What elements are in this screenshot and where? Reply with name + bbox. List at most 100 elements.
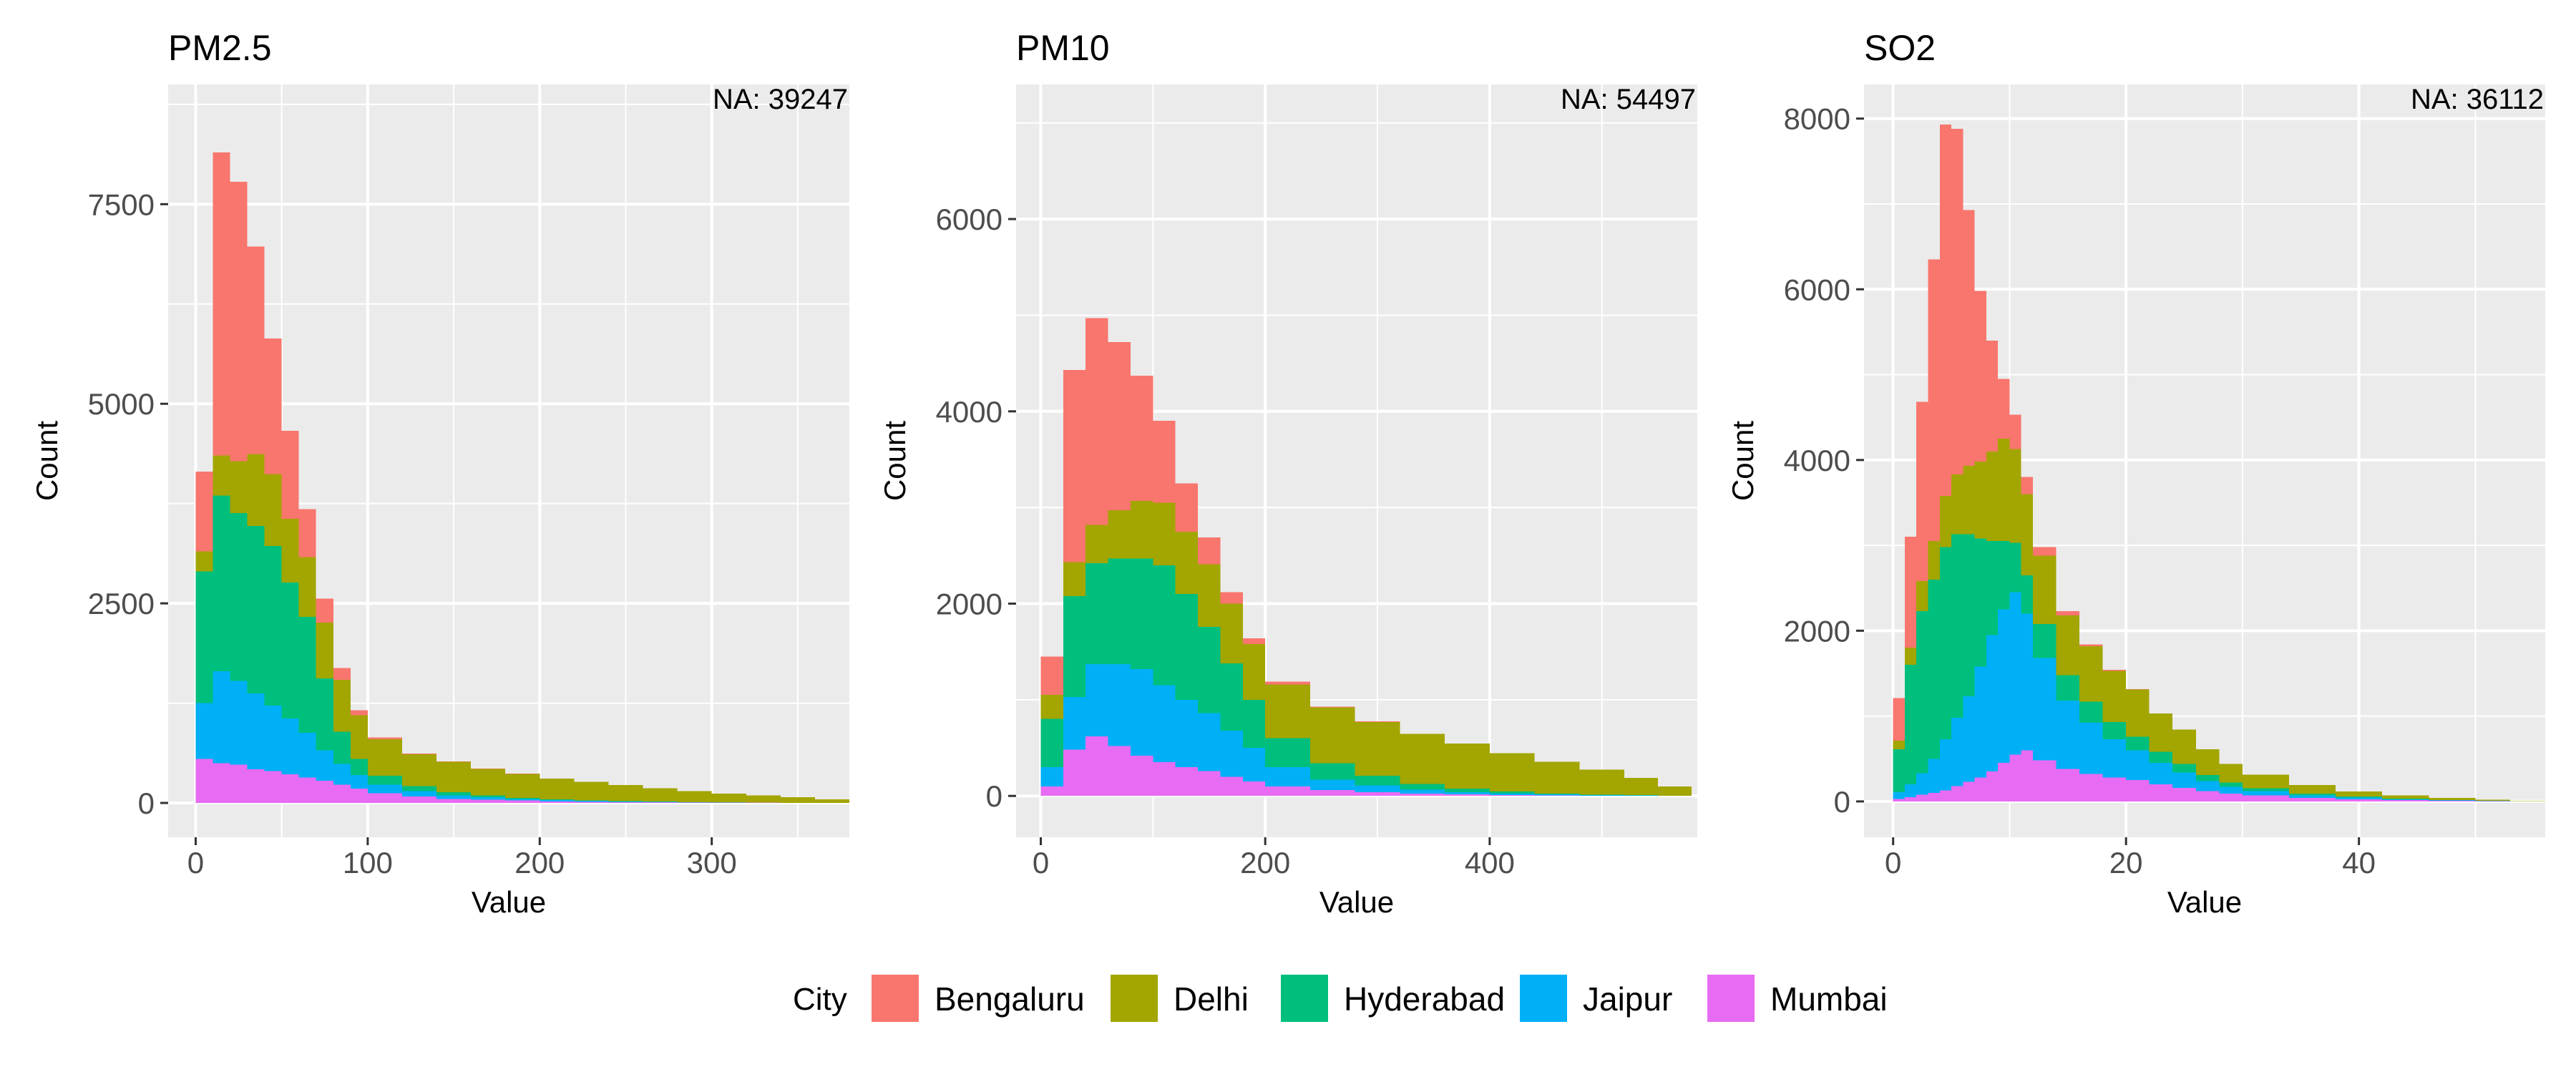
x-axis-title: Value xyxy=(1319,885,1394,919)
bar-delhi xyxy=(643,788,678,801)
bar-mumbai xyxy=(1265,786,1310,796)
bar-jaipur xyxy=(1265,767,1310,786)
bar-mumbai xyxy=(574,801,608,803)
y-tick-label: 0 xyxy=(138,786,155,820)
bar-mumbai xyxy=(1220,776,1242,796)
bar-delhi xyxy=(1624,778,1658,795)
bar-delhi xyxy=(471,769,505,796)
bar-hyderabad xyxy=(471,795,505,797)
bar-mumbai xyxy=(402,796,436,803)
bar-jaipur xyxy=(2289,796,2336,799)
bar-jaipur xyxy=(1355,785,1400,791)
bar-mumbai xyxy=(1176,767,1198,796)
bar-jaipur xyxy=(1198,713,1220,771)
bar-delhi xyxy=(2382,795,2429,799)
bar-delhi xyxy=(2103,671,2127,722)
bar-jaipur xyxy=(1085,664,1108,736)
bar-mumbai xyxy=(195,759,213,803)
bar-delhi xyxy=(1916,581,1928,611)
bar-delhi xyxy=(1153,502,1175,565)
panel-title: PM2.5 xyxy=(168,28,272,68)
bar-mumbai xyxy=(1893,799,1905,801)
bar-jaipur xyxy=(1400,789,1445,793)
bar-hyderabad xyxy=(213,496,230,671)
bar-delhi xyxy=(1579,770,1624,795)
bar-delhi xyxy=(712,794,746,802)
bar-delhi xyxy=(316,623,333,678)
bar-mumbai xyxy=(678,802,712,803)
bar-jaipur xyxy=(2033,658,2057,761)
bar-delhi xyxy=(2172,730,2196,764)
y-tick-label: 0 xyxy=(986,779,1002,813)
bar-jaipur xyxy=(505,799,540,800)
bar-jaipur xyxy=(316,750,333,780)
x-tick-label: 300 xyxy=(687,846,737,879)
bar-jaipur xyxy=(1535,794,1580,795)
bar-delhi xyxy=(1243,644,1265,700)
bar-hyderabad xyxy=(2021,575,2033,614)
bar-bengaluru xyxy=(2126,689,2150,690)
bar-mumbai xyxy=(1975,778,1986,801)
bar-hyderabad xyxy=(299,617,316,733)
bar-delhi xyxy=(2429,798,2475,800)
legend-swatch-hyderabad xyxy=(1281,975,1328,1022)
bar-mumbai xyxy=(1310,790,1355,796)
bar-hyderabad xyxy=(1986,541,1998,635)
x-tick-label: 0 xyxy=(1885,846,1901,879)
bar-mumbai xyxy=(1243,781,1265,796)
bar-hyderabad xyxy=(1928,580,1940,759)
bar-delhi xyxy=(781,797,815,803)
bar-delhi xyxy=(1063,562,1085,596)
bar-jaipur xyxy=(2079,723,2103,774)
bar-hyderabad xyxy=(2289,794,2336,795)
bar-delhi xyxy=(1905,648,1916,665)
bar-jaipur xyxy=(1986,635,1998,771)
bar-delhi xyxy=(1265,684,1310,738)
x-axis-title: Value xyxy=(2167,885,2242,919)
bar-hyderabad xyxy=(2172,764,2196,772)
legend-swatch-jaipur xyxy=(1520,975,1567,1022)
bar-bengaluru xyxy=(2009,415,2021,449)
y-axis-title: Count xyxy=(1726,421,1760,501)
bar-delhi xyxy=(1893,741,1905,749)
bar-jaipur xyxy=(2429,800,2475,801)
bar-hyderabad xyxy=(1085,563,1108,664)
bar-jaipur xyxy=(2243,791,2289,796)
bar-delhi xyxy=(1998,439,2009,541)
bar-hyderabad xyxy=(1220,663,1242,731)
bar-mumbai xyxy=(2382,800,2429,801)
bar-mumbai xyxy=(2196,791,2220,801)
bar-hyderabad xyxy=(1153,565,1175,686)
y-tick-label: 7500 xyxy=(88,187,155,221)
bar-bengaluru xyxy=(1905,537,1916,648)
bar-delhi xyxy=(2289,785,2336,794)
bar-hyderabad xyxy=(1176,594,1198,700)
bar-hyderabad xyxy=(1490,791,1535,794)
bar-jaipur xyxy=(402,791,436,796)
bar-mumbai xyxy=(2103,778,2127,801)
bar-jaipur xyxy=(2103,739,2127,778)
bar-hyderabad xyxy=(2057,675,2080,701)
bar-hyderabad xyxy=(1198,627,1220,713)
x-tick-label: 200 xyxy=(514,846,565,879)
bar-hyderabad xyxy=(1265,739,1310,767)
bar-delhi xyxy=(1928,541,1940,580)
bar-mumbai xyxy=(316,781,333,803)
bar-bengaluru xyxy=(333,668,351,680)
bar-jaipur xyxy=(1153,686,1175,762)
y-tick-label: 0 xyxy=(1834,785,1850,819)
bar-delhi xyxy=(2057,615,2080,675)
bar-hyderabad xyxy=(282,583,299,718)
y-tick-label: 4000 xyxy=(936,395,1002,429)
bar-bengaluru xyxy=(1355,721,1400,722)
bar-jaipur xyxy=(1963,696,1974,781)
bar-delhi xyxy=(1975,462,1986,538)
bar-mumbai xyxy=(2289,798,2336,801)
bar-bengaluru xyxy=(1243,638,1265,644)
bar-hyderabad xyxy=(1310,764,1355,780)
bar-mumbai xyxy=(1905,797,1916,801)
bar-delhi xyxy=(1310,708,1355,764)
bar-jaipur xyxy=(368,784,402,793)
bar-delhi xyxy=(2336,791,2382,796)
bar-delhi xyxy=(608,785,643,801)
